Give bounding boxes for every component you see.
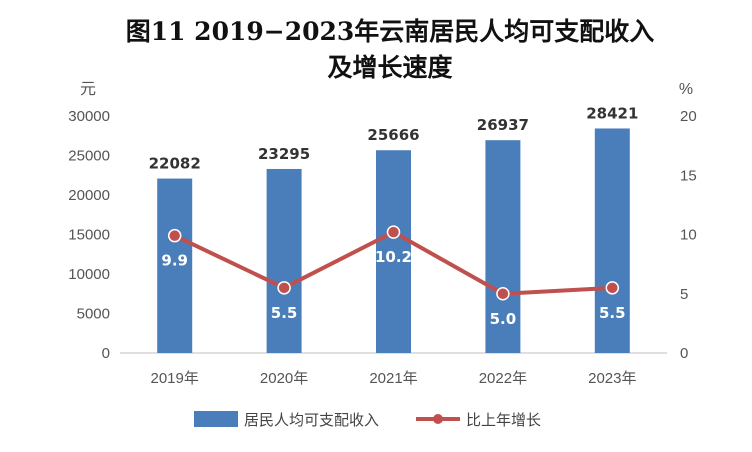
legend-bar-label: 居民人均可支配收入 xyxy=(244,411,379,429)
right-axis-tick-label: 10 xyxy=(680,227,697,244)
growth-point xyxy=(277,281,291,295)
growth-value-label: 9.9 xyxy=(161,252,188,270)
growth-point xyxy=(386,225,401,239)
right-axis-unit: % xyxy=(679,81,693,98)
left-axis-tick-label: 15000 xyxy=(68,227,110,244)
growth-point xyxy=(605,281,620,295)
growth-point xyxy=(167,228,182,243)
growth-point xyxy=(496,287,510,301)
right-axis-tick-label: 0 xyxy=(680,345,688,362)
x-axis-tick-label: 2019年 xyxy=(151,370,199,387)
right-axis-tick-label: 5 xyxy=(680,286,688,303)
left-axis-tick-label: 25000 xyxy=(68,148,110,165)
bar xyxy=(266,168,302,353)
growth-value-label: 10.2 xyxy=(375,248,412,266)
growth-value-label: 5.5 xyxy=(271,304,298,322)
right-axis-tick-label: 20 xyxy=(680,108,697,125)
x-axis-tick-label: 2021年 xyxy=(369,370,417,387)
legend-line-label: 比上年增长 xyxy=(466,411,541,429)
chart-title-line1: 图11 2019−2023年云南居民人均可支配收入 xyxy=(126,17,655,46)
bar-value-label: 22082 xyxy=(149,155,201,173)
bar xyxy=(376,150,411,353)
growth-value-label: 5.0 xyxy=(490,310,517,328)
growth-value-label: 5.5 xyxy=(599,304,626,322)
plot-area: 0500010000150002000025000300000510152020… xyxy=(68,104,696,387)
left-axis-tick-label: 10000 xyxy=(68,266,110,283)
left-axis-tick-label: 0 xyxy=(102,345,110,362)
chart-title-line2: 及增长速度 xyxy=(327,53,452,82)
bar-value-label: 23295 xyxy=(258,145,310,163)
bar xyxy=(485,140,521,353)
bar xyxy=(157,178,193,353)
x-axis-tick-label: 2020年 xyxy=(260,370,308,387)
bar-value-label: 25666 xyxy=(367,126,419,144)
legend-line-marker xyxy=(433,414,443,424)
x-axis-tick-label: 2022年 xyxy=(479,370,527,387)
left-axis-tick-label: 20000 xyxy=(68,187,110,204)
bar xyxy=(594,128,630,353)
left-axis-unit: 元 xyxy=(80,81,96,98)
left-axis-tick-label: 5000 xyxy=(77,306,110,323)
legend: 居民人均可支配收入 比上年增长 xyxy=(194,411,541,429)
left-axis-tick-label: 30000 xyxy=(68,108,110,125)
legend-bar-swatch xyxy=(194,411,238,427)
bar-value-label: 28421 xyxy=(586,104,638,122)
bar-value-label: 26937 xyxy=(477,116,529,134)
x-axis-tick-label: 2023年 xyxy=(588,370,636,387)
right-axis-tick-label: 15 xyxy=(680,167,697,184)
